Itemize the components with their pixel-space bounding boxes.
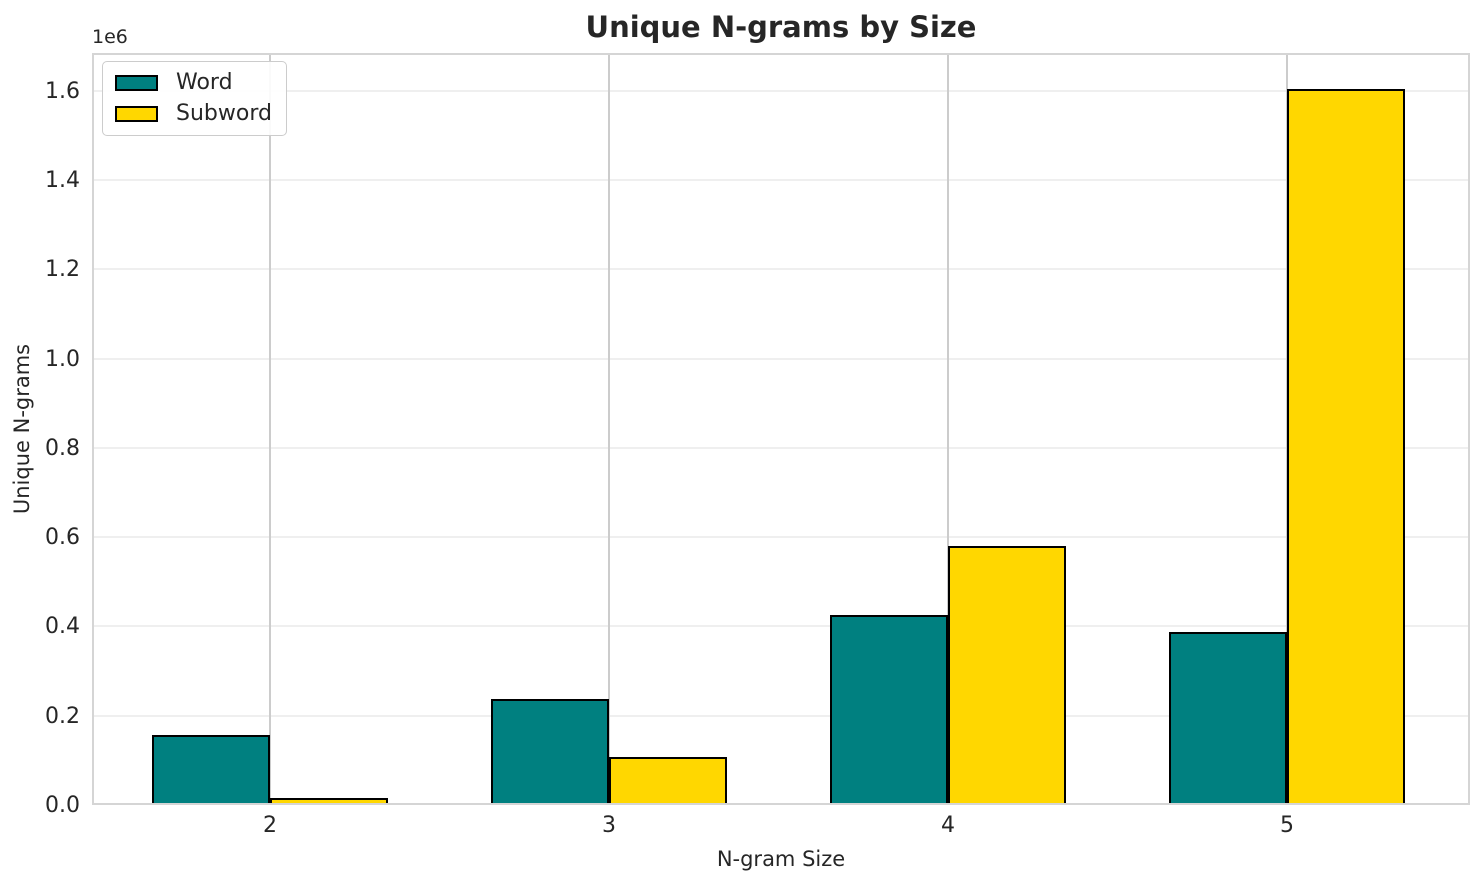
y-axis-offset-text: 1e6 xyxy=(92,26,128,48)
subword-bar-3 xyxy=(609,757,727,805)
v-gridline xyxy=(269,53,271,805)
x-tick-label: 5 xyxy=(1280,813,1294,838)
subword-bar-5 xyxy=(1287,89,1405,805)
v-gridline xyxy=(608,53,610,805)
word-bar-2 xyxy=(152,734,270,805)
y-tick-label: 0.8 xyxy=(45,435,80,461)
h-gridline xyxy=(92,536,1470,539)
x-tick-label: 2 xyxy=(263,813,277,838)
y-tick-label: 1.6 xyxy=(45,78,80,104)
y-tick-label: 1.2 xyxy=(45,257,80,283)
x-tick-label: 3 xyxy=(602,813,616,838)
h-gridline xyxy=(92,179,1470,182)
word-series-swatch xyxy=(115,75,158,91)
y-tick-label: 0.6 xyxy=(45,525,80,551)
subword-bar-2 xyxy=(270,798,388,805)
h-gridline xyxy=(92,625,1470,628)
x-tick-label: 4 xyxy=(941,813,955,838)
y-tick-label: 1.4 xyxy=(45,168,80,194)
legend-item-word: Word xyxy=(115,72,272,94)
h-gridline xyxy=(92,268,1470,271)
word-bar-4 xyxy=(830,615,948,805)
y-tick-label: 0.0 xyxy=(45,793,80,818)
y-tick-label: 0.2 xyxy=(45,703,80,729)
h-gridline xyxy=(92,714,1470,717)
v-gridline xyxy=(947,53,949,805)
chart-title: Unique N-grams by Size xyxy=(585,10,977,44)
subword-series-swatch xyxy=(115,106,158,122)
y-tick-label: 1.0 xyxy=(45,346,80,372)
x-axis-label: N-gram Size xyxy=(716,847,846,871)
plot-area: Word Subword xyxy=(92,53,1470,805)
h-gridline xyxy=(92,357,1470,360)
word-bar-3 xyxy=(491,699,609,805)
y-tick-label: 0.4 xyxy=(45,614,80,640)
legend-item-subword: Subword xyxy=(115,103,272,125)
word-bar-5 xyxy=(1169,632,1287,805)
legend-label-subword: Subword xyxy=(176,101,272,126)
legend-label-word: Word xyxy=(176,70,233,95)
legend: Word Subword xyxy=(102,61,287,136)
subword-bar-4 xyxy=(948,546,1066,805)
h-gridline xyxy=(92,89,1470,92)
h-gridline xyxy=(92,446,1470,449)
